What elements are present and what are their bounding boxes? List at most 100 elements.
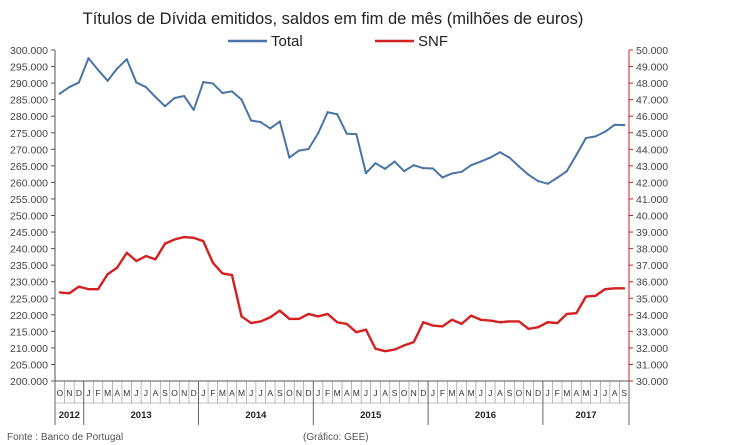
data-point-total bbox=[68, 85, 71, 89]
data-point-snf bbox=[230, 273, 234, 277]
month-label: A bbox=[459, 388, 465, 398]
data-point-snf bbox=[556, 321, 559, 325]
data-point-snf bbox=[479, 318, 482, 321]
left-tick-label: 260.000 bbox=[10, 177, 48, 189]
year-label: 2016 bbox=[475, 410, 496, 421]
data-point-snf bbox=[623, 287, 626, 290]
data-point-snf bbox=[192, 236, 195, 239]
data-point-total bbox=[498, 151, 501, 154]
data-point-total bbox=[383, 167, 387, 170]
month-label: J bbox=[593, 388, 597, 398]
data-point-total bbox=[183, 94, 186, 98]
month-label: D bbox=[191, 388, 197, 398]
data-point-total bbox=[603, 130, 607, 133]
chart-title: Títulos de Dívida emitidos, saldos em fi… bbox=[83, 10, 584, 28]
left-tick-label: 200.000 bbox=[10, 376, 48, 388]
data-point-total bbox=[288, 156, 291, 159]
data-point-total bbox=[441, 176, 444, 179]
right-tick-label: 44.000 bbox=[636, 144, 668, 156]
month-label: J bbox=[259, 388, 263, 398]
data-point-total bbox=[259, 121, 262, 124]
data-point-total bbox=[556, 176, 559, 179]
month-label: J bbox=[479, 388, 483, 398]
data-point-total bbox=[173, 96, 176, 100]
month-label: J bbox=[603, 388, 607, 398]
data-point-snf bbox=[77, 285, 81, 288]
right-tick-label: 38.000 bbox=[636, 244, 668, 256]
left-tick-label: 265.000 bbox=[10, 161, 48, 173]
data-point-total bbox=[336, 113, 339, 116]
left-tick-label: 245.000 bbox=[10, 227, 48, 239]
month-label: A bbox=[497, 388, 503, 398]
data-point-total bbox=[211, 82, 214, 85]
right-tick-label: 30.000 bbox=[636, 376, 668, 388]
month-label: M bbox=[353, 388, 360, 398]
month-label: J bbox=[431, 388, 435, 398]
data-point-total bbox=[613, 123, 616, 126]
data-point-snf bbox=[96, 288, 100, 291]
data-point-snf bbox=[278, 309, 281, 312]
month-label: N bbox=[525, 388, 531, 398]
data-point-snf bbox=[383, 350, 387, 353]
right-tick-label: 41.000 bbox=[636, 194, 668, 206]
data-point-snf bbox=[326, 312, 329, 316]
data-point-total bbox=[240, 98, 243, 101]
month-label: O bbox=[286, 388, 293, 398]
month-label: J bbox=[488, 388, 492, 398]
right-tick-label: 33.000 bbox=[636, 326, 668, 338]
data-point-total bbox=[450, 172, 454, 175]
month-label: J bbox=[134, 388, 138, 398]
data-point-snf bbox=[202, 240, 205, 243]
data-point-total bbox=[546, 182, 549, 185]
data-point-snf bbox=[336, 321, 339, 324]
data-point-total bbox=[393, 160, 396, 163]
data-point-total bbox=[364, 172, 368, 175]
data-point-total bbox=[489, 156, 492, 159]
data-point-snf bbox=[364, 328, 368, 331]
data-point-total bbox=[422, 167, 425, 170]
year-label: 2015 bbox=[360, 410, 382, 421]
left-tick-label: 250.000 bbox=[10, 211, 48, 223]
month-label: M bbox=[104, 388, 111, 398]
data-point-snf bbox=[144, 254, 147, 258]
left-tick-label: 240.000 bbox=[10, 244, 48, 256]
data-point-snf bbox=[68, 292, 71, 295]
month-label: O bbox=[516, 388, 523, 398]
left-tick-label: 255.000 bbox=[10, 194, 48, 206]
month-label: O bbox=[56, 388, 63, 398]
data-point-snf bbox=[307, 312, 310, 316]
month-label: D bbox=[76, 388, 82, 398]
data-point-snf bbox=[537, 326, 540, 329]
month-label: M bbox=[582, 388, 589, 398]
month-label: O bbox=[171, 388, 178, 398]
data-point-total bbox=[202, 81, 205, 84]
month-label: M bbox=[468, 388, 475, 398]
legend-label-snf: SNF bbox=[418, 33, 448, 50]
data-point-total bbox=[517, 165, 521, 168]
right-tick-label: 37.000 bbox=[636, 260, 668, 272]
left-tick-label: 280.000 bbox=[10, 111, 48, 123]
data-point-snf bbox=[575, 312, 578, 315]
data-point-total bbox=[77, 81, 81, 84]
data-point-snf bbox=[441, 325, 444, 328]
month-label: A bbox=[344, 388, 350, 398]
data-point-snf bbox=[603, 288, 607, 291]
data-point-snf bbox=[173, 238, 176, 241]
data-point-total bbox=[269, 127, 272, 130]
month-label: F bbox=[325, 388, 330, 398]
data-point-total bbox=[431, 167, 434, 170]
month-label: J bbox=[546, 388, 550, 398]
month-label: S bbox=[507, 388, 513, 398]
data-point-total bbox=[96, 68, 100, 71]
data-point-snf bbox=[183, 235, 186, 239]
data-point-total bbox=[374, 162, 377, 165]
data-point-total bbox=[221, 91, 224, 95]
data-point-snf bbox=[87, 288, 90, 291]
month-label: A bbox=[574, 388, 580, 398]
data-point-snf bbox=[288, 317, 291, 321]
month-label: J bbox=[86, 388, 90, 398]
month-label: A bbox=[382, 388, 388, 398]
month-label: A bbox=[229, 388, 235, 398]
